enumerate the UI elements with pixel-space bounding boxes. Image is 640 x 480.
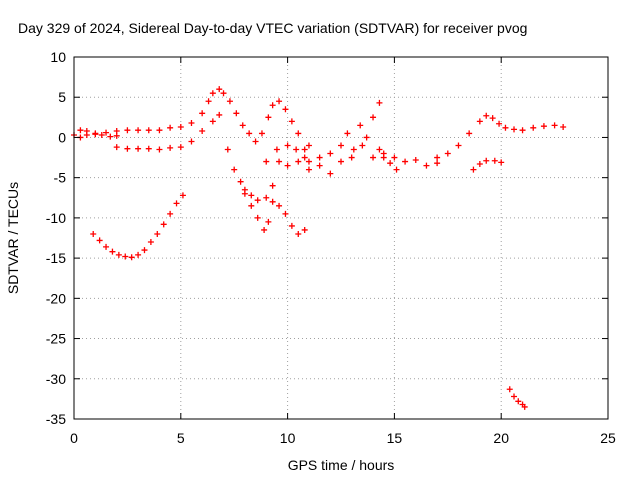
series-descending-to-15 [376,146,400,173]
x-tick-label: 5 [177,430,185,446]
y-tick-label: -20 [46,290,66,306]
x-tick-label: 20 [493,430,509,446]
y-tick-label: -25 [46,331,66,347]
y-tick-label: -30 [46,371,66,387]
series-points [113,111,223,153]
series-branch-lower-left [77,131,120,141]
y-axis-label: SDTVAR / TECUs [5,182,21,294]
x-tick-label: 10 [280,430,296,446]
y-tick-label: 0 [58,129,66,145]
y-tick-label: -10 [46,210,66,226]
y-tick-label: -5 [54,170,67,186]
y-tick-label: 5 [58,89,66,105]
y-tick-label: 10 [50,49,66,65]
series-points [241,142,308,204]
series-descending-branch [224,146,308,237]
series-points [470,157,505,173]
plot-frame [73,56,609,420]
series-mid-middle [263,142,441,177]
series-late-rise [434,112,567,161]
series-points [90,192,186,261]
chart-title: Day 329 of 2024, Sidereal Day-to-day VTE… [18,20,527,36]
series-main-upper-left [71,86,312,165]
x-tick-label: 0 [70,430,78,446]
series-points [305,99,383,161]
data-points [71,86,567,410]
series-points [77,131,120,141]
series-spiky-rise [305,99,383,161]
series-low-plateau [113,111,223,153]
series-points [434,112,567,161]
series-dip-curve [90,192,186,261]
series-loop-branch [241,142,308,204]
x-tick-label: 15 [387,430,403,446]
series-isolated-bottom [506,386,528,410]
x-tick-label: 25 [600,430,616,446]
series-points [506,386,528,410]
axis-ticks: 0 5 10 15 20 25 10 5 0 -5 -10 -15 -20 -25 -30 -35 [46,49,616,446]
series-segment-19 [470,157,505,173]
series-points [263,142,441,177]
y-tick-label: -15 [46,250,66,266]
x-axis-label: GPS time / hours [288,457,395,473]
grid-lines [74,57,608,419]
series-points [71,86,312,165]
series-points [376,146,400,173]
series-points [224,146,308,237]
y-tick-label: -35 [46,411,66,427]
